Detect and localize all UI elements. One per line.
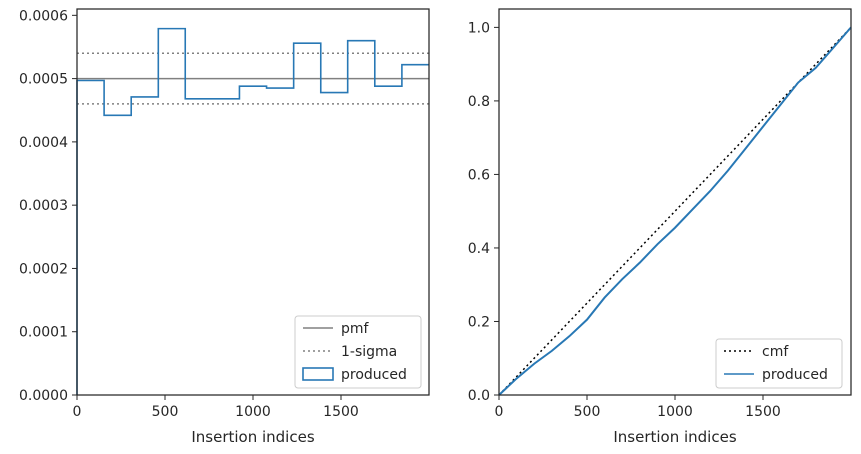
y-tick-label: 0.0006	[19, 8, 68, 24]
left-chart-panel: 0 500 1000 1500 0.0000 0.0001 0.0002 0.0003 0.00…	[19, 8, 430, 446]
legend-produced-label: produced	[762, 367, 828, 383]
x-tick-label: 500	[152, 404, 179, 420]
y-tick-label: 0.0003	[19, 198, 68, 214]
y-tick-label: 1.0	[468, 20, 490, 36]
y-tick-label: 0.2	[468, 314, 490, 330]
produced-step-line	[76, 27, 429, 395]
x-tick-label: 0	[73, 404, 82, 420]
y-tick-label: 0.0001	[19, 325, 68, 341]
y-tick-label: 0.4	[468, 241, 490, 257]
x-tick-label: 1500	[745, 404, 781, 420]
legend-box	[294, 315, 422, 389]
plot-frame	[498, 8, 852, 396]
right-chart-panel: 0 500 1000 1500 0.0 0.2 0.4 0.6 0.8 1.0 Insertion …	[468, 8, 852, 446]
y-tick-label: 0.0005	[19, 72, 68, 88]
y-tick-label: 0.0	[468, 388, 490, 404]
y-tick-label: 0.8	[468, 94, 490, 110]
produced-cumulative-line	[498, 26, 852, 396]
x-tick-label: 0	[495, 404, 504, 420]
y-tick-label: 0.0002	[19, 261, 68, 277]
x-axis-label: Insertion indices	[191, 428, 314, 446]
y-tick-label: 0.0004	[19, 135, 68, 151]
x-tick-label: 500	[574, 404, 601, 420]
legend-1-sigma-label: 1-sigma	[341, 344, 397, 360]
legend-produced-label: produced	[341, 367, 407, 383]
legend-produced-handle	[302, 367, 334, 381]
legend-pmf-label: pmf	[341, 321, 370, 337]
x-tick-label: 1500	[323, 404, 359, 420]
x-tick-label: 1000	[657, 404, 693, 420]
legend-cmf-label: cmf	[762, 344, 789, 360]
y-tick-label: 0.6	[468, 167, 490, 183]
y-tick-label: 0.0000	[19, 388, 68, 404]
x-axis-label: Insertion indices	[613, 428, 736, 446]
legend-box	[715, 338, 843, 389]
x-tick-label: 1000	[235, 404, 271, 420]
